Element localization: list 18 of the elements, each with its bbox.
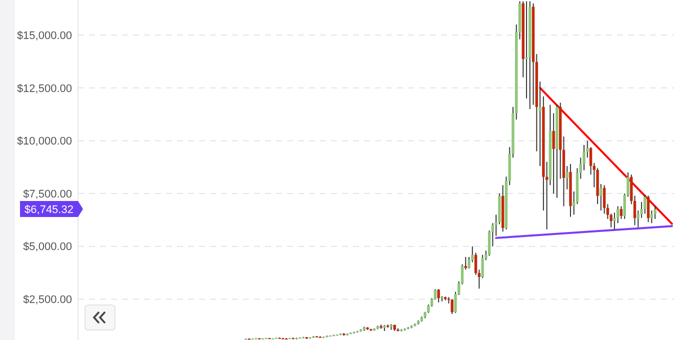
- y-tick-label: $7,500.00: [23, 188, 72, 200]
- candlestick: [464, 256, 467, 270]
- y-tick-label: $5,000.00: [23, 241, 72, 254]
- candlestick: [437, 288, 440, 303]
- candlestick: [646, 195, 650, 223]
- y-tick-label: $12,500.00: [16, 82, 72, 95]
- candlestick: [600, 184, 602, 211]
- text: $6,745.32: [24, 204, 74, 216]
- y-tick-label: $10,000.00: [16, 136, 72, 148]
- candlestick: [620, 206, 623, 220]
- y-tick-label: $15,000.00: [16, 30, 72, 42]
- candlestick: [650, 210, 654, 224]
- candlestick: [566, 166, 568, 190]
- candlestick: [654, 206, 656, 220]
- y-tick-label: $2,500.00: [23, 294, 72, 306]
- candlestick: [644, 194, 646, 214]
- candlestick: [552, 112, 555, 194]
- candlestick: [450, 298, 454, 315]
